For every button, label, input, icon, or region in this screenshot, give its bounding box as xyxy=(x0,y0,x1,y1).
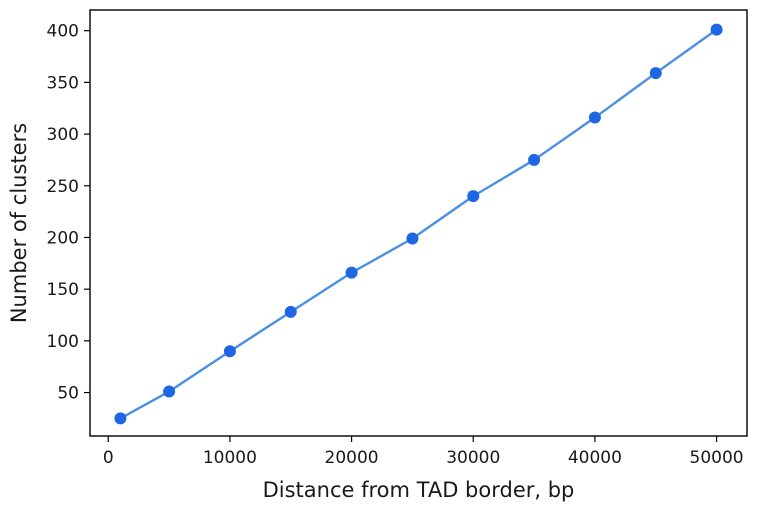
x-axis-label: Distance from TAD border, bp xyxy=(263,478,575,502)
data-point xyxy=(649,67,662,80)
x-tick-label: 50000 xyxy=(690,448,744,468)
data-point xyxy=(114,412,127,425)
x-axis-ticks: 0 10000 20000 30000 40000 50000 xyxy=(103,436,744,468)
y-tick-label: 350 xyxy=(47,73,79,93)
data-point xyxy=(406,232,419,245)
x-tick-label: 20000 xyxy=(325,448,379,468)
data-point xyxy=(588,111,601,124)
y-tick-label: 300 xyxy=(47,125,79,145)
plot-frame xyxy=(89,9,748,437)
x-tick-label: 0 xyxy=(103,448,114,468)
data-point xyxy=(284,305,297,318)
data-point xyxy=(163,385,176,398)
x-tick-label: 10000 xyxy=(203,448,257,468)
data-point xyxy=(345,266,358,279)
series-line xyxy=(119,28,718,420)
y-tick-label: 100 xyxy=(47,332,79,352)
x-tick-label: 30000 xyxy=(446,448,500,468)
data-point xyxy=(528,153,541,166)
data-point xyxy=(710,23,723,36)
y-tick-label: 250 xyxy=(47,177,79,197)
y-axis-label: Number of clusters xyxy=(7,123,31,323)
data-point xyxy=(467,190,480,203)
data-point xyxy=(223,345,236,358)
y-tick-label: 150 xyxy=(47,280,79,300)
y-tick-label: 50 xyxy=(57,384,79,404)
y-axis-ticks: 50 100 150 200 250 300 350 400 xyxy=(47,22,90,404)
plot-layer xyxy=(114,23,723,425)
y-tick-label: 400 xyxy=(47,22,79,42)
x-tick-label: 40000 xyxy=(568,448,622,468)
y-tick-label: 200 xyxy=(47,228,79,248)
